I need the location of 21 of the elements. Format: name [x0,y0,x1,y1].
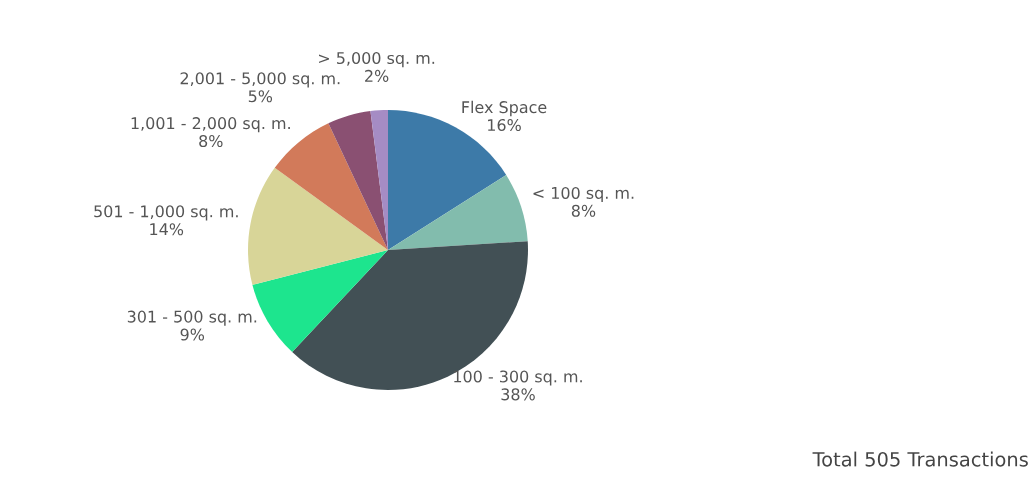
data-label: 8% [199,134,223,148]
slice-label: Flex Space [462,100,547,117]
slice-label: 2,001 - 5,000 sq. m. [180,72,340,88]
data-label: 16% [488,119,521,132]
data-label: 9% [180,328,205,341]
data-label: 8% [571,204,596,217]
slice-label: 1,001 - 2,000 sq. m. [131,117,290,133]
data-label: 14% [150,223,184,236]
data-label: 38% [501,388,535,401]
slice-label: 501 - 1,000 sq. m. [94,205,238,221]
pie-slice [388,174,528,250]
slice-label: 100 - 300 sq. m. [454,370,582,386]
pie-slice [292,241,528,390]
pie-slice [328,111,388,250]
text: Total 505 Transactions [812,451,1028,467]
data-label: 2% [365,69,389,82]
slice-label: 301 - 500 sq. m. [127,310,257,326]
data-label: 5% [248,90,273,103]
pie-slice [248,167,388,285]
slice-label: > 5,000 sq. m. [319,51,435,68]
slice-label: < 100 sq. m. [533,186,634,203]
